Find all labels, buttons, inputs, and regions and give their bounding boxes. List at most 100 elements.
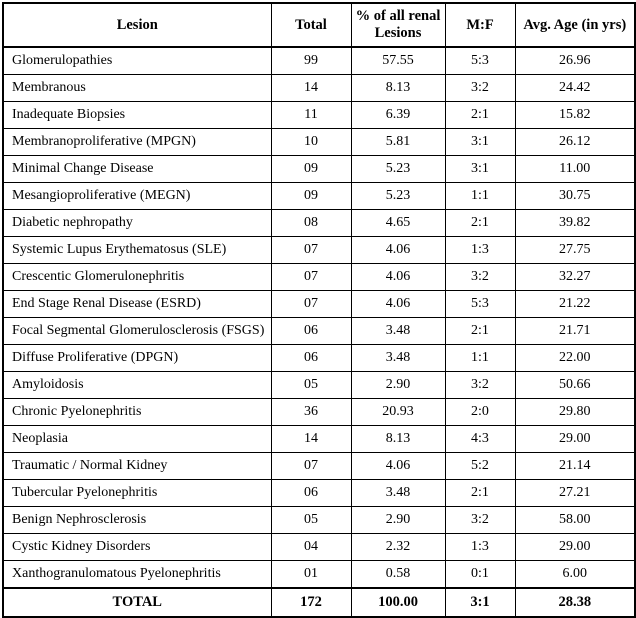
cell-avg-age: 29.00 [514,533,636,561]
cell-total: 07 [270,263,352,291]
cell-lesion: Tubercular Pyelonephritis [2,479,272,507]
header-mf: M:F [444,2,516,48]
cell-lesion: Mesangioproliferative (MEGN) [2,182,272,210]
cell-avg-age: 50.66 [514,371,636,399]
cell-mf: 3:2 [444,506,516,534]
cell-pct: 4.65 [350,209,446,237]
footer-avg-age: 28.38 [514,587,636,618]
cell-avg-age: 27.75 [514,236,636,264]
table-row: Minimal Change Disease 09 5.23 3:1 11.00 [2,155,636,183]
cell-lesion: Membranoproliferative (MPGN) [2,128,272,156]
cell-avg-age: 21.14 [514,452,636,480]
cell-lesion: Neoplasia [2,425,272,453]
table-row: Mesangioproliferative (MEGN) 09 5.23 1:1… [2,182,636,210]
cell-total: 06 [270,317,352,345]
table-row: Inadequate Biopsies 11 6.39 2:1 15.82 [2,101,636,129]
cell-lesion: Minimal Change Disease [2,155,272,183]
cell-mf: 3:2 [444,74,516,102]
cell-mf: 2:1 [444,209,516,237]
cell-pct: 3.48 [350,344,446,372]
cell-avg-age: 29.80 [514,398,636,426]
cell-pct: 2.90 [350,506,446,534]
footer-lesion: TOTAL [2,587,272,618]
cell-lesion: End Stage Renal Disease (ESRD) [2,290,272,318]
cell-total: 36 [270,398,352,426]
footer-total: 172 [270,587,352,618]
cell-total: 01 [270,560,352,589]
cell-mf: 5:3 [444,290,516,318]
footer-pct: 100.00 [350,587,446,618]
cell-pct: 5.23 [350,182,446,210]
cell-avg-age: 6.00 [514,560,636,589]
cell-pct: 20.93 [350,398,446,426]
table-row: Diabetic nephropathy 08 4.65 2:1 39.82 [2,209,636,237]
table-header-row: Lesion Total % of all renal Lesions M:F … [2,2,636,48]
cell-total: 05 [270,371,352,399]
cell-avg-age: 26.12 [514,128,636,156]
table-row: Focal Segmental Glomerulosclerosis (FSGS… [2,317,636,345]
table-footer-row: TOTAL 172 100.00 3:1 28.38 [2,587,636,618]
cell-lesion: Membranous [2,74,272,102]
cell-pct: 4.06 [350,236,446,264]
cell-pct: 8.13 [350,425,446,453]
cell-pct: 4.06 [350,452,446,480]
cell-mf: 3:1 [444,128,516,156]
cell-avg-age: 58.00 [514,506,636,534]
cell-avg-age: 26.96 [514,46,636,75]
table-row: Chronic Pyelonephritis 36 20.93 2:0 29.8… [2,398,636,426]
cell-pct: 6.39 [350,101,446,129]
table-row: Neoplasia 14 8.13 4:3 29.00 [2,425,636,453]
table-row: Xanthogranulomatous Pyelonephritis 01 0.… [2,560,636,589]
cell-total: 04 [270,533,352,561]
header-pct: % of all renal Lesions [350,2,446,48]
cell-mf: 2:0 [444,398,516,426]
cell-avg-age: 30.75 [514,182,636,210]
table-row: Benign Nephrosclerosis 05 2.90 3:2 58.00 [2,506,636,534]
cell-mf: 0:1 [444,560,516,589]
cell-lesion: Chronic Pyelonephritis [2,398,272,426]
cell-avg-age: 11.00 [514,155,636,183]
cell-total: 14 [270,74,352,102]
cell-lesion: Diabetic nephropathy [2,209,272,237]
cell-mf: 5:2 [444,452,516,480]
cell-avg-age: 29.00 [514,425,636,453]
cell-total: 05 [270,506,352,534]
cell-mf: 1:3 [444,236,516,264]
cell-total: 07 [270,236,352,264]
cell-lesion: Amyloidosis [2,371,272,399]
cell-lesion: Cystic Kidney Disorders [2,533,272,561]
cell-avg-age: 24.42 [514,74,636,102]
cell-avg-age: 15.82 [514,101,636,129]
cell-avg-age: 21.22 [514,290,636,318]
cell-pct: 57.55 [350,46,446,75]
cell-total: 06 [270,479,352,507]
table-row: Tubercular Pyelonephritis 06 3.48 2:1 27… [2,479,636,507]
table-row: Traumatic / Normal Kidney 07 4.06 5:2 21… [2,452,636,480]
cell-mf: 5:3 [444,46,516,75]
cell-mf: 4:3 [444,425,516,453]
table-row: Cystic Kidney Disorders 04 2.32 1:3 29.0… [2,533,636,561]
cell-pct: 0.58 [350,560,446,589]
cell-avg-age: 27.21 [514,479,636,507]
cell-avg-age: 39.82 [514,209,636,237]
cell-lesion: Focal Segmental Glomerulosclerosis (FSGS… [2,317,272,345]
cell-mf: 3:2 [444,263,516,291]
footer-mf: 3:1 [444,587,516,618]
cell-total: 08 [270,209,352,237]
table-row: End Stage Renal Disease (ESRD) 07 4.06 5… [2,290,636,318]
cell-pct: 3.48 [350,479,446,507]
cell-pct: 8.13 [350,74,446,102]
cell-total: 09 [270,182,352,210]
cell-lesion: Benign Nephrosclerosis [2,506,272,534]
cell-lesion: Glomerulopathies [2,46,272,75]
header-avg-age: Avg. Age (in yrs) [514,2,636,48]
table-row: Crescentic Glomerulonephritis 07 4.06 3:… [2,263,636,291]
cell-total: 09 [270,155,352,183]
cell-total: 14 [270,425,352,453]
cell-pct: 3.48 [350,317,446,345]
cell-lesion: Systemic Lupus Erythematosus (SLE) [2,236,272,264]
header-lesion: Lesion [2,2,272,48]
cell-lesion: Inadequate Biopsies [2,101,272,129]
cell-mf: 2:1 [444,479,516,507]
cell-total: 06 [270,344,352,372]
